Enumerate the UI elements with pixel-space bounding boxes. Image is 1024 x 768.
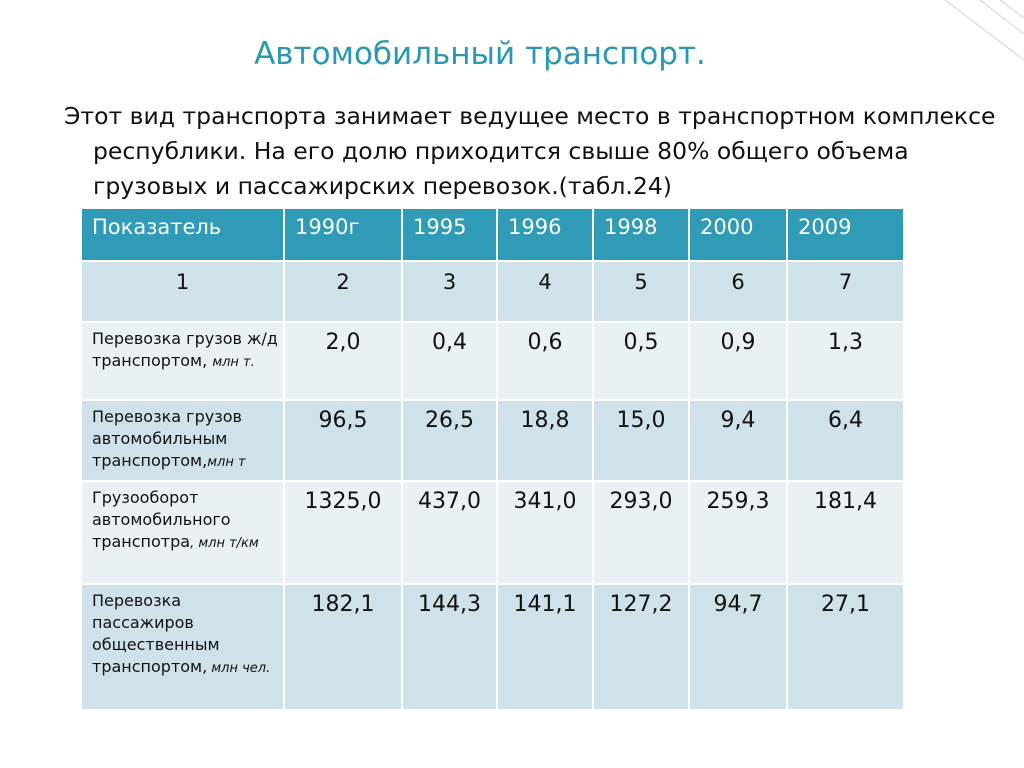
value-cell: 181,4 [786,480,905,585]
index-cell: 5 [592,260,690,323]
row-label-cell: Перевозка грузов ж/д транспортом, млн т. [80,321,285,401]
value-cell: 15,0 [592,399,690,482]
value-cell: 437,0 [401,480,498,585]
value-cell: 1,3 [786,321,905,401]
transport-data-table: Показатель 1990г 1995 1996 1998 2000 200… [80,207,905,711]
header-cell: 2009 [786,207,905,262]
value-cell: 0,6 [496,321,594,401]
header-cell: 1990г [283,207,403,262]
index-cell: 6 [688,260,788,323]
value-cell: 9,4 [688,399,788,482]
value-cell: 26,5 [401,399,498,482]
row-unit: млн т. [212,355,255,370]
row-label-cell: Перевозка грузов автомобильным транспорт… [80,399,285,482]
table-index-row: 1 2 3 4 5 6 7 [80,260,905,323]
table-header-row: Показатель 1990г 1995 1996 1998 2000 200… [80,207,905,262]
table-row: Перевозка грузов автомобильным транспорт… [80,399,905,482]
value-cell: 293,0 [592,480,690,585]
value-cell: 141,1 [496,583,594,711]
value-cell: 96,5 [283,399,403,482]
index-cell: 7 [786,260,905,323]
table-row: Перевозка пассажиров общественным трансп… [80,583,905,711]
value-cell: 341,0 [496,480,594,585]
index-cell: 4 [496,260,594,323]
value-cell: 1325,0 [283,480,403,585]
header-cell: 1996 [496,207,594,262]
value-cell: 0,4 [401,321,498,401]
row-label: Грузооборот автомобильного транспотра [92,488,231,551]
row-label-cell: Грузооборот автомобильного транспотра, м… [80,480,285,585]
slide-title: Автомобильный транспорт. [254,36,706,72]
index-cell: 1 [80,260,285,323]
row-unit: , млн т/км [190,536,259,551]
row-label: Перевозка грузов автомобильным транспорт… [92,407,242,470]
value-cell: 0,5 [592,321,690,401]
header-cell: Показатель [80,207,285,262]
value-cell: 144,3 [401,583,498,711]
header-cell: 2000 [688,207,788,262]
table-row: Грузооборот автомобильного транспотра, м… [80,480,905,585]
value-cell: 127,2 [592,583,690,711]
value-cell: 0,9 [688,321,788,401]
row-label: Перевозка пассажиров общественным трансп… [92,591,220,676]
header-cell: 1995 [401,207,498,262]
table-row: Перевозка грузов ж/д транспортом, млн т.… [80,321,905,401]
header-cell: 1998 [592,207,690,262]
value-cell: 182,1 [283,583,403,711]
index-cell: 3 [401,260,498,323]
value-cell: 259,3 [688,480,788,585]
row-label-cell: Перевозка пассажиров общественным трансп… [80,583,285,711]
row-unit: млн чел. [207,661,271,676]
value-cell: 18,8 [496,399,594,482]
value-cell: 94,7 [688,583,788,711]
value-cell: 2,0 [283,321,403,401]
row-label: Перевозка грузов ж/д транспортом, [92,329,278,370]
index-cell: 2 [283,260,403,323]
value-cell: 6,4 [786,399,905,482]
row-unit: млн т [207,455,246,470]
slide-body-text: Этот вид транспорта занимает ведущее мес… [64,102,996,200]
value-cell: 27,1 [786,583,905,711]
